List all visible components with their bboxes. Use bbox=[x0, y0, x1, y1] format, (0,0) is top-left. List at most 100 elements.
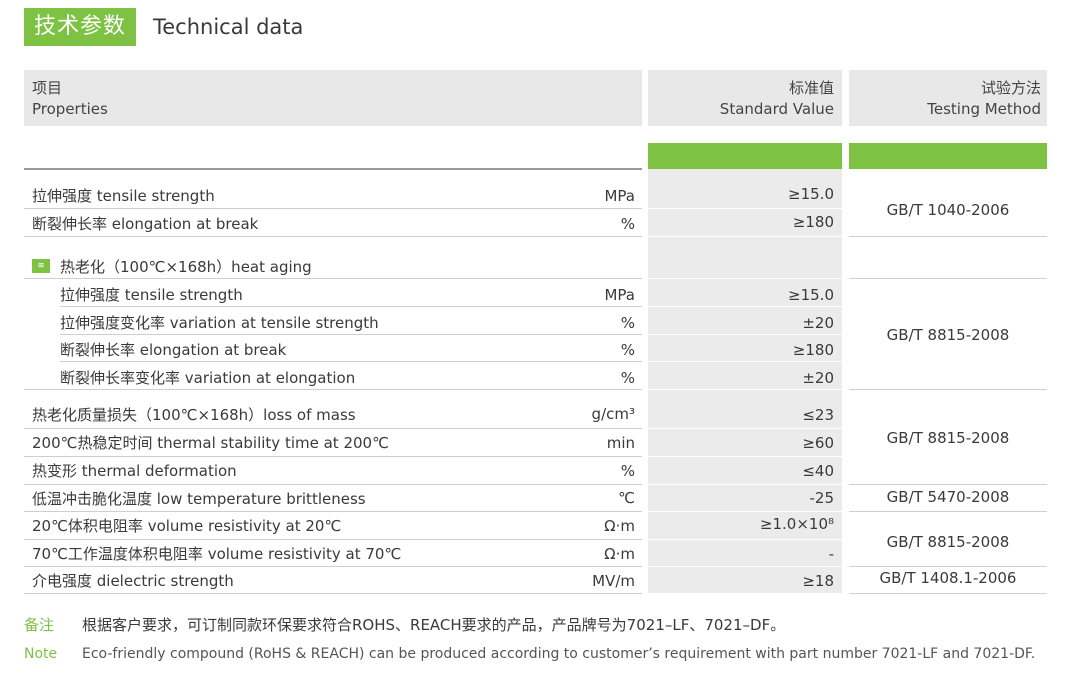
value-volume-resistivity-70: - bbox=[828, 545, 834, 563]
value-heat-elongation: ≥180 bbox=[792, 341, 834, 359]
title-en: Technical data bbox=[153, 15, 304, 39]
prop-heat-aging: 热老化（100℃×168h）heat aging bbox=[60, 258, 312, 276]
unit-volume-resistivity-20: Ω·m bbox=[604, 517, 635, 535]
value-divider bbox=[648, 278, 842, 279]
unit-loss-of-mass: g/cm³ bbox=[591, 405, 635, 423]
value-divider bbox=[648, 306, 842, 307]
unit-thermal-stability: min bbox=[606, 434, 635, 452]
header-standard-value: 标准值 Standard Value bbox=[648, 70, 842, 126]
note-en-label: Note bbox=[24, 646, 58, 662]
note-cn-text: 根据客户要求，可订制同款环保要求符合ROHS、REACH要求的产品，产品牌号为7… bbox=[82, 616, 786, 634]
value-elongation-at-break: ≥180 bbox=[792, 213, 834, 231]
unit-heat-elongation: % bbox=[620, 341, 635, 359]
method-divider bbox=[849, 278, 1047, 279]
unit-elongation-variation: % bbox=[620, 369, 635, 387]
method-gbt-1408: GB/T 1408.1-2006 bbox=[879, 569, 1017, 587]
title-cn-badge: 技术参数 bbox=[24, 8, 136, 46]
note-en-text: Eco-friendly compound (RoHS & REACH) can… bbox=[82, 646, 1036, 662]
method-divider bbox=[849, 389, 1047, 390]
method-gbt-5470: GB/T 5470-2008 bbox=[886, 488, 1010, 506]
value-divider bbox=[648, 208, 842, 209]
unit-elongation-at-break: % bbox=[620, 215, 635, 233]
row-divider bbox=[60, 306, 642, 307]
header-properties-cn: 项目 bbox=[32, 79, 63, 97]
unit-brittleness: ℃ bbox=[618, 489, 635, 507]
prop-elongation-variation: 断裂伸长率变化率 variation at elongation bbox=[60, 369, 356, 387]
method-gbt-8815-resistivity: GB/T 8815-2008 bbox=[886, 533, 1010, 551]
heat-aging-icon: ≋ bbox=[32, 259, 50, 273]
value-thermal-stability: ≥60 bbox=[802, 434, 834, 452]
row-divider bbox=[24, 456, 642, 457]
value-heat-tensile-strength: ≥15.0 bbox=[788, 286, 834, 304]
value-elongation-variation: ±20 bbox=[802, 369, 834, 387]
prop-tensile-variation: 拉伸强度变化率 variation at tensile strength bbox=[60, 314, 379, 332]
row-divider bbox=[24, 428, 642, 429]
row-divider bbox=[60, 361, 642, 362]
header-properties-en: Properties bbox=[32, 100, 108, 118]
row-divider bbox=[60, 334, 642, 335]
row-divider bbox=[24, 566, 642, 567]
method-divider bbox=[849, 236, 1047, 237]
row-divider bbox=[24, 484, 642, 485]
prop-heat-elongation: 断裂伸长率 elongation at break bbox=[60, 341, 287, 359]
method-gbt-8815-heat: GB/T 8815-2008 bbox=[886, 326, 1010, 344]
method-gbt-1040: GB/T 1040-2006 bbox=[886, 201, 1010, 219]
prop-thermal-stability: 200℃热稳定时间 thermal stability time at 200℃ bbox=[32, 434, 389, 452]
value-divider bbox=[648, 236, 842, 237]
prop-volume-resistivity-20: 20℃体积电阻率 volume resistivity at 20℃ bbox=[32, 517, 342, 535]
method-divider bbox=[849, 566, 1047, 567]
prop-loss-of-mass: 热老化质量损失（100℃×168h）loss of mass bbox=[32, 406, 356, 424]
row-divider bbox=[24, 511, 642, 512]
unit-volume-resistivity-70: Ω·m bbox=[604, 545, 635, 563]
header-properties: 项目 Properties bbox=[24, 70, 642, 126]
note-en: Note Eco-friendly compound (RoHS & REACH)… bbox=[24, 646, 1035, 662]
value-tensile-variation: ±20 bbox=[802, 314, 834, 332]
header-testing-method-cn: 试验方法 bbox=[980, 79, 1041, 97]
method-divider bbox=[849, 511, 1047, 512]
value-divider bbox=[648, 456, 842, 457]
prop-volume-resistivity-70: 70℃工作温度体积电阻率 volume resistivity at 70℃ bbox=[32, 545, 402, 563]
row-divider bbox=[24, 278, 642, 279]
unit-dielectric-strength: MV/m bbox=[592, 572, 635, 590]
row-divider bbox=[24, 236, 642, 237]
value-divider bbox=[648, 566, 842, 567]
value-column-bg bbox=[648, 169, 842, 593]
prop-elongation-at-break: 断裂伸长率 elongation at break bbox=[32, 215, 259, 233]
value-thermal-deformation: ≤40 bbox=[802, 462, 834, 480]
value-volume-resistivity-20: ≥1.0×10⁸ bbox=[759, 515, 834, 533]
note-cn-label: 备注 bbox=[24, 616, 55, 634]
prop-tensile-strength: 拉伸强度 tensile strength bbox=[32, 187, 215, 205]
value-divider bbox=[648, 539, 842, 540]
row-divider bbox=[24, 539, 642, 540]
value-divider bbox=[648, 484, 842, 485]
header-standard-value-en: Standard Value bbox=[719, 100, 834, 118]
method-green-bar bbox=[849, 143, 1047, 169]
prop-brittleness: 低温冲击脆化温度 low temperature brittleness bbox=[32, 490, 366, 508]
method-gbt-8815-mass: GB/T 8815-2008 bbox=[886, 429, 1010, 447]
value-divider bbox=[648, 361, 842, 362]
row-divider bbox=[24, 593, 642, 594]
header-testing-method-en: Testing Method bbox=[927, 100, 1041, 118]
unit-thermal-deformation: % bbox=[620, 462, 635, 480]
value-divider bbox=[648, 334, 842, 335]
unit-tensile-strength: MPa bbox=[604, 187, 635, 205]
value-divider bbox=[648, 511, 842, 512]
prop-dielectric-strength: 介电强度 dielectric strength bbox=[32, 572, 234, 590]
header-standard-value-cn: 标准值 bbox=[788, 79, 834, 97]
table-top-rule bbox=[24, 168, 642, 170]
prop-heat-tensile-strength: 拉伸强度 tensile strength bbox=[60, 286, 243, 304]
value-loss-of-mass: ≤23 bbox=[802, 406, 834, 424]
row-divider bbox=[24, 208, 642, 209]
value-divider bbox=[648, 389, 842, 390]
value-divider bbox=[648, 428, 842, 429]
value-tensile-strength: ≥15.0 bbox=[788, 185, 834, 203]
value-brittleness: -25 bbox=[809, 489, 835, 507]
method-divider bbox=[849, 593, 1047, 594]
note-cn: 备注 根据客户要求，可订制同款环保要求符合ROHS、REACH要求的产品，产品牌号… bbox=[24, 614, 785, 635]
prop-thermal-deformation: 热变形 thermal deformation bbox=[32, 462, 237, 480]
header-testing-method: 试验方法 Testing Method bbox=[849, 70, 1047, 126]
value-dielectric-strength: ≥18 bbox=[802, 572, 834, 590]
row-divider bbox=[24, 389, 642, 390]
unit-heat-tensile-strength: MPa bbox=[604, 286, 635, 304]
value-green-bar bbox=[648, 143, 842, 169]
